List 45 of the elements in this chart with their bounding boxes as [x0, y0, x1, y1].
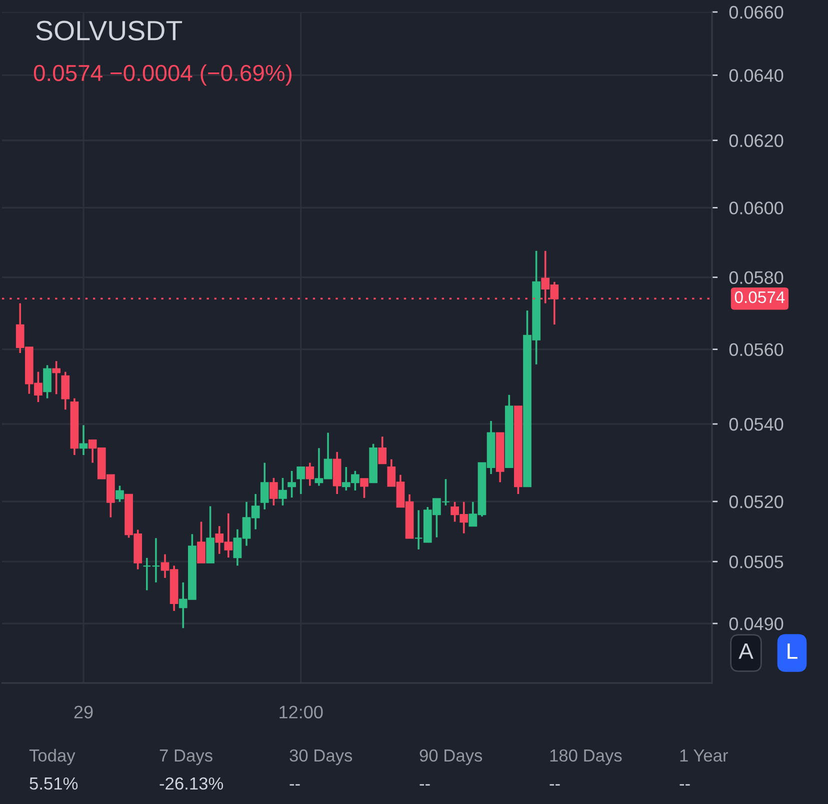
y-tick-label: 0.0505 [729, 556, 784, 568]
candlestick [260, 462, 269, 510]
candlestick [306, 462, 314, 487]
candlestick [296, 466, 306, 495]
text: 30 Days [290, 749, 352, 766]
text: -26.13% [160, 777, 224, 790]
text: 0.0574 −0.0004 (−0.69%) [34, 64, 292, 86]
y-tick-label: 0.0540 [729, 418, 784, 431]
y-tick-label: 0.0560 [729, 343, 784, 356]
candlestick [270, 477, 278, 506]
y-tick-label: 0.0660 [729, 6, 784, 19]
y-tick-label: 0.0640 [729, 69, 784, 82]
chart-title: SOLVUSDT [36, 20, 182, 40]
text: 5.51% [30, 777, 78, 790]
y-tick-label: 0.0520 [729, 495, 784, 508]
text: L [788, 643, 798, 659]
text: 7 Days [160, 750, 212, 766]
y-tick-label: 0.0600 [729, 202, 784, 214]
text: -- [680, 784, 690, 786]
candlestick [378, 436, 387, 464]
candlestick [288, 470, 296, 498]
x-tick-label: 12:00 [280, 706, 323, 718]
text: A [738, 643, 754, 659]
candlestick [360, 478, 368, 499]
candlestick [79, 424, 88, 456]
candlestick [61, 370, 70, 411]
candlestick [197, 520, 206, 564]
text: -- [420, 784, 430, 786]
y-tick-label: 0.0580 [729, 271, 784, 284]
text: -- [290, 784, 300, 786]
x-tick-label: 29 [74, 706, 93, 718]
candlestick [142, 557, 152, 592]
ref-line-label: 0.0574 [734, 291, 785, 304]
y-tick-label: 0.0490 [729, 617, 784, 630]
candlestick [52, 360, 61, 396]
candlestick [278, 477, 287, 506]
text: 180 Days [550, 749, 622, 766]
y-tick-label: 0.0620 [729, 134, 784, 148]
text: 1 Year [680, 750, 728, 762]
candlestick [43, 364, 52, 400]
text: 90 Days [420, 749, 482, 766]
candlestick [116, 484, 124, 503]
text: Today [29, 748, 76, 766]
text: -- [550, 784, 560, 786]
candlestick [152, 537, 160, 584]
